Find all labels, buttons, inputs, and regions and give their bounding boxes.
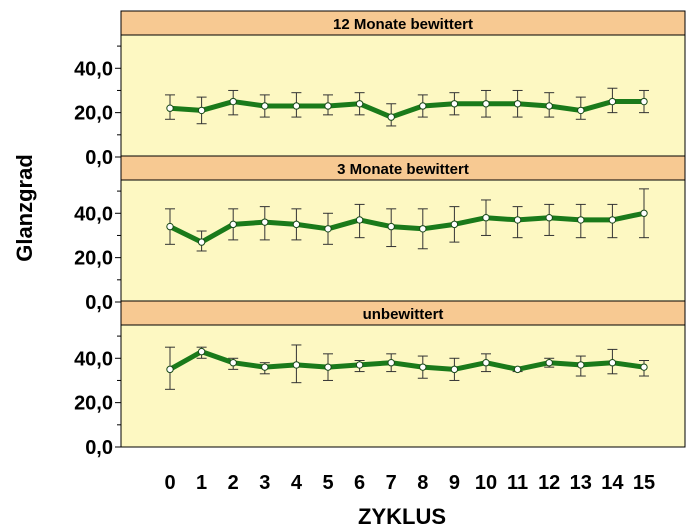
data-point [482,359,490,367]
data-point [577,106,585,115]
x-tick-label: 5 [322,472,333,494]
data-point [292,361,301,369]
data-point [577,361,585,369]
y-tick-label: 40,0 [74,203,113,225]
series-line [167,99,647,120]
data-point [450,365,459,374]
data-point [482,100,490,108]
panel-strip [120,155,686,181]
data-point [545,214,553,222]
data-point [387,113,395,121]
panel-plot-area [120,34,686,158]
panel-plot-area [120,179,686,303]
x-tick-label: 9 [449,472,460,494]
x-tick-label: 3 [259,472,270,494]
y-tick-label: 20,0 [74,103,113,125]
data-point [229,97,237,106]
x-axis: 0 1 2 3 4 5 6 7 8 9 10 11 12 13 14 15 [164,472,655,494]
series-line [167,349,647,372]
x-tick-label: 10 [475,472,497,494]
data-point [608,97,617,106]
data-point [197,347,206,356]
data-point [545,102,553,110]
x-tick-label: 0 [164,472,175,494]
data-point [355,100,364,108]
data-point [482,214,490,222]
data-point [513,365,522,374]
data-point [387,359,395,367]
data-point [324,102,332,110]
panel-0: 12 Monate bewittert 0,0 20,0 40,0 [74,10,686,169]
y-axis-title: Glanzgrad [12,154,37,262]
data-point [355,216,364,224]
y-tick-label: 20,0 [74,393,113,415]
data-point [608,216,617,224]
data-point [166,365,174,374]
data-point [419,225,427,233]
data-point [261,363,269,371]
data-point [387,222,395,231]
data-point [640,209,648,217]
data-point [197,106,206,115]
data-point [229,359,237,367]
data-point [166,222,174,231]
panel-plot-area [120,324,686,448]
data-point [513,216,522,224]
panel-title: unbewittert [363,306,444,323]
panel-strip [120,10,686,36]
x-tick-label: 7 [386,472,397,494]
data-point [261,102,269,110]
data-point [513,100,522,108]
y-tick-label: 0,0 [85,437,113,459]
x-tick-label: 13 [570,472,592,494]
x-tick-label: 11 [507,472,528,494]
data-point [450,100,459,108]
y-tick-label: 0,0 [85,147,113,169]
x-tick-label: 4 [291,472,303,494]
panel-1: 3 Monate bewittert 0,0 20,0 40,0 [74,155,686,314]
y-tick-label: 0,0 [85,292,113,314]
panel-2: unbewittert 0,0 20,0 40,0 [74,300,686,459]
data-point [197,238,206,246]
y-tick-label: 40,0 [74,58,113,80]
panel-title: 12 Monate bewittert [333,16,473,33]
x-tick-label: 12 [538,472,560,494]
data-point [450,220,459,229]
data-point [640,363,648,371]
data-point [545,359,553,367]
y-tick-label: 40,0 [74,348,113,370]
data-point [419,363,427,371]
data-point [261,218,269,226]
data-point [577,216,585,224]
panel-title: 3 Monate bewittert [337,161,469,178]
x-tick-label: 2 [228,472,239,494]
x-tick-label: 6 [354,472,365,494]
series-line [167,210,647,245]
data-point [324,225,332,233]
data-point [324,363,332,371]
x-tick-label: 1 [196,472,207,494]
data-point [640,97,648,106]
x-axis-title: ZYKLUS [358,504,446,529]
data-point [608,359,617,367]
x-tick-label: 8 [417,472,428,494]
x-tick-label: 14 [601,472,624,494]
data-point [292,102,301,110]
data-point [419,102,427,110]
y-tick-label: 20,0 [74,248,113,270]
panel-strip [120,300,686,326]
data-point [292,220,301,229]
data-point [166,104,174,112]
data-point [355,361,364,369]
data-point [229,220,237,229]
x-tick-label: 15 [633,472,655,494]
